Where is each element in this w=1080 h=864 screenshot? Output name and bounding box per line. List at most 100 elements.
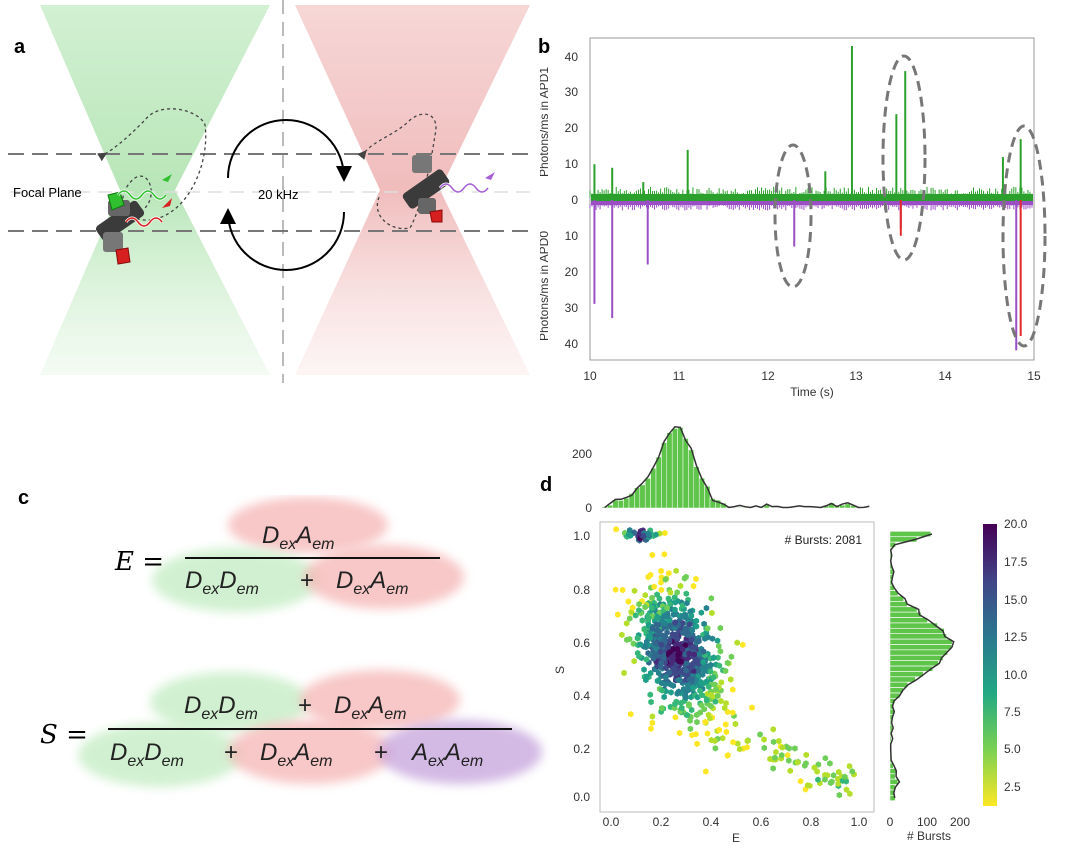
hexbin-cell — [797, 778, 804, 785]
cbar-tick-7.5: 7.5 — [1004, 705, 1021, 719]
hexbin-cell — [703, 768, 709, 775]
hex-ytick-0.2: 0.2 — [573, 742, 590, 756]
top-hist-bar — [661, 442, 668, 509]
hexbin-cell — [662, 620, 668, 627]
hexbin-cell — [619, 586, 626, 594]
hexbin-cell — [693, 623, 700, 630]
hexbin-cell — [672, 599, 678, 606]
hexbin-cell — [716, 642, 722, 650]
hexbin-cell — [803, 751, 809, 759]
hexbin-cell — [730, 709, 736, 716]
diffusion-path-left — [97, 108, 207, 221]
hexbin-cell — [621, 669, 627, 677]
hexbin-cell — [710, 674, 717, 681]
hexbin-cell — [703, 697, 710, 704]
hexbin-cell — [673, 631, 680, 638]
hexbin-cell — [649, 604, 655, 611]
diffusion-path-right — [357, 113, 437, 230]
S-den-green-highlight — [78, 723, 242, 787]
panel-letter-b: b — [538, 36, 551, 58]
right-hist-bar — [889, 622, 938, 629]
trace-yticks-top: 40 30 20 10 0 — [565, 50, 579, 207]
hexbin-cell — [650, 655, 657, 662]
ytick-bottom-20: 20 — [565, 265, 579, 279]
cbar-tick-20.0: 20.0 — [1004, 517, 1028, 531]
top-hist-bar — [655, 456, 662, 509]
hexbin-cell — [787, 767, 793, 774]
xtick-10: 10 — [583, 369, 597, 383]
hexbin-cell — [644, 638, 650, 645]
top-hist-bar — [769, 507, 776, 509]
hexbin-cell — [718, 679, 725, 686]
top-hist-bar — [650, 467, 657, 509]
hex-xtick-0.4: 0.4 — [703, 815, 720, 829]
cbar-tick-12.5: 12.5 — [1004, 630, 1028, 644]
cbar-tick-10.0: 10.0 — [1004, 668, 1028, 682]
hexbin-cell — [717, 624, 724, 632]
hexbin-cell — [714, 637, 721, 644]
hexbin-cell — [669, 659, 675, 666]
hexbin-cell — [690, 582, 697, 590]
hexbin-cell — [641, 666, 647, 673]
hexbin-cell — [672, 700, 678, 708]
hexbin-cell — [824, 772, 831, 779]
hexbin-cell — [835, 780, 841, 787]
hexbin-cell — [647, 571, 654, 579]
hexbin-cell — [680, 629, 686, 636]
hexbin-cell — [770, 726, 776, 733]
hexbin-cell — [662, 612, 668, 619]
ytick-top-40: 40 — [565, 50, 579, 64]
S-lhs: S = — [40, 720, 88, 750]
hexbin-cell — [690, 684, 696, 691]
hexbin-cell — [722, 721, 729, 728]
svg-text:+: + — [224, 739, 238, 766]
hexbin-cell — [642, 592, 648, 599]
burst-count-annotation: # Bursts: 2081 — [785, 533, 863, 547]
hex-ytick-0.6: 0.6 — [573, 636, 590, 650]
hexbin-cell — [662, 576, 669, 583]
molecule-right — [402, 155, 495, 223]
hexbin-cell — [662, 529, 668, 537]
right-xtick-100: 100 — [917, 815, 937, 829]
hexbin-cell — [679, 645, 686, 653]
S-num-red-highlight — [300, 670, 460, 730]
xtick-12: 12 — [761, 369, 775, 383]
xtick-11: 11 — [673, 369, 686, 383]
top-hist-bar — [617, 500, 624, 509]
hexbin-cell — [744, 744, 750, 751]
hexbin-cell — [730, 686, 736, 693]
hexbin-cell — [687, 725, 694, 732]
hexbin-cell — [757, 731, 763, 738]
green-laser-beam — [40, 5, 270, 375]
hexbin-cell — [672, 714, 679, 721]
hexbin-cell — [671, 594, 678, 601]
right-hist-bar — [889, 633, 947, 640]
hex-xtick-0.0: 0.0 — [603, 815, 620, 829]
hexbin-cell — [686, 621, 693, 628]
switch-arrow-top — [227, 119, 352, 182]
hexbin-cell — [794, 759, 801, 766]
hexbin-cell — [653, 531, 659, 538]
hexbin-cell — [627, 615, 633, 622]
ytick-top-0: 0 — [571, 193, 578, 207]
hexbin-cell — [849, 768, 855, 775]
hexbin-cell — [713, 686, 719, 693]
hexbin-cell — [686, 686, 692, 694]
top-hist-bar — [693, 466, 700, 509]
hexbin-cell — [629, 604, 636, 611]
hex-ytick-0.4: 0.4 — [573, 689, 590, 703]
hexbin-cell — [815, 776, 821, 783]
hexbin-cell — [642, 603, 648, 611]
hexbin-cell — [636, 607, 642, 614]
hexbin-cell — [700, 648, 707, 655]
hexbin-cell — [842, 773, 848, 780]
right-hist-kde — [889, 533, 955, 799]
hexbin-cell — [649, 713, 656, 720]
burst-highlight-2 — [881, 54, 927, 262]
right-hist-bar — [889, 735, 892, 742]
right-hist-bar — [889, 649, 948, 656]
hexbin-cell — [628, 711, 634, 718]
hexbin-cell — [699, 671, 706, 678]
hexbin-cell — [707, 715, 713, 722]
hexbin-cell — [709, 635, 716, 642]
